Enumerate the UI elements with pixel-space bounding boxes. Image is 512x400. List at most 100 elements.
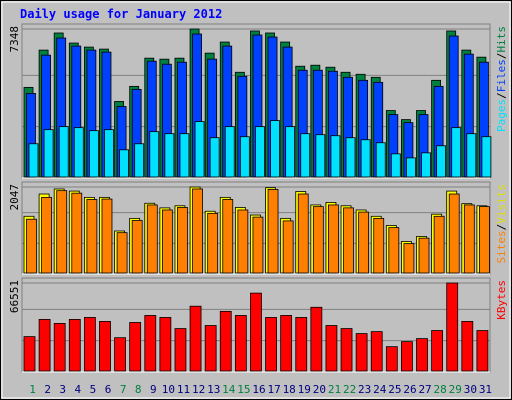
x-tick-label: 16 — [252, 383, 265, 396]
x-tick-label: 11 — [177, 383, 190, 396]
bar — [73, 127, 84, 178]
bar — [144, 315, 157, 372]
bar — [119, 149, 129, 178]
bar — [179, 133, 190, 178]
legend-entry: KBytes — [495, 280, 508, 320]
bar — [476, 330, 489, 372]
x-tick-label: 25 — [388, 383, 401, 396]
chart-title: Daily usage for January 2012 — [20, 7, 222, 21]
bar — [451, 127, 462, 178]
bar — [114, 337, 126, 372]
legend-entry: Pages — [495, 99, 508, 132]
bar — [116, 232, 128, 274]
bar — [161, 209, 173, 274]
y-tick-label: 7348 — [8, 26, 21, 53]
bar — [360, 139, 371, 178]
bar — [192, 188, 203, 274]
bar — [255, 126, 265, 178]
x-tick-label: 23 — [358, 383, 371, 396]
bar — [373, 217, 385, 274]
bar — [104, 129, 114, 178]
legend-separator: / — [495, 92, 508, 99]
x-tick-label: 1 — [29, 383, 36, 396]
bar — [189, 305, 202, 372]
bar — [99, 321, 111, 372]
bar — [297, 193, 309, 274]
bar — [43, 129, 54, 178]
bar — [358, 211, 370, 274]
bar — [131, 220, 143, 274]
bar — [177, 207, 188, 274]
x-tick-label: 4 — [75, 383, 82, 396]
x-tick-label: 27 — [418, 383, 431, 396]
bar — [388, 227, 400, 274]
x-tick-label: 9 — [150, 383, 157, 396]
bar — [282, 220, 294, 274]
bar — [38, 319, 51, 372]
bar — [234, 315, 247, 372]
bar — [418, 237, 430, 274]
legend-entry: Hits — [495, 26, 508, 53]
bar — [280, 315, 293, 372]
bar — [406, 157, 416, 178]
bar — [71, 192, 83, 274]
x-tick-label: 20 — [313, 383, 326, 396]
bar — [149, 131, 160, 178]
bar — [159, 317, 172, 372]
bar — [295, 317, 308, 372]
bar — [267, 188, 279, 274]
bar — [194, 121, 205, 178]
bar — [26, 218, 37, 274]
bar — [343, 207, 354, 274]
bar — [401, 341, 413, 372]
x-tick-label: 2 — [44, 383, 51, 396]
x-tick-label: 26 — [403, 383, 416, 396]
x-tick-label: 15 — [237, 383, 250, 396]
bar — [300, 133, 311, 178]
legend: KBytes — [495, 280, 508, 320]
legend-separator: / — [495, 224, 508, 231]
legend: Sites/Visits — [495, 184, 508, 264]
y-tick-label: 66551 — [8, 280, 21, 313]
bar — [204, 325, 217, 372]
bar — [463, 204, 475, 274]
bar — [421, 152, 431, 178]
bar — [53, 322, 66, 372]
x-tick-label: 13 — [207, 383, 220, 396]
bar — [252, 216, 264, 274]
x-tick-label: 17 — [267, 383, 280, 396]
bar — [265, 317, 277, 372]
bar — [385, 346, 398, 372]
bar — [355, 333, 368, 372]
bar — [88, 130, 99, 178]
x-tick-label: 8 — [135, 383, 142, 396]
x-tick-label: 14 — [222, 383, 236, 396]
bar — [23, 336, 36, 372]
bar — [239, 136, 250, 178]
bar — [58, 126, 69, 178]
x-tick-label: 21 — [328, 383, 341, 396]
bar — [446, 282, 459, 372]
bar — [86, 199, 98, 274]
x-tick-label: 12 — [192, 383, 205, 396]
bar — [68, 319, 81, 372]
bar — [222, 199, 234, 274]
bar — [312, 206, 324, 274]
x-tick-label: 30 — [464, 383, 477, 396]
bar — [224, 126, 235, 178]
x-tick-label: 24 — [373, 383, 387, 396]
bar — [436, 145, 447, 178]
x-tick-label: 18 — [283, 383, 296, 396]
bar — [375, 142, 386, 178]
bar — [83, 317, 96, 372]
bar — [174, 328, 187, 372]
x-tick-label: 3 — [59, 383, 66, 396]
bar — [129, 322, 142, 372]
bar — [237, 209, 249, 274]
x-tick-label: 31 — [479, 383, 492, 396]
bar — [466, 133, 477, 178]
x-tick-label: 5 — [90, 383, 97, 396]
